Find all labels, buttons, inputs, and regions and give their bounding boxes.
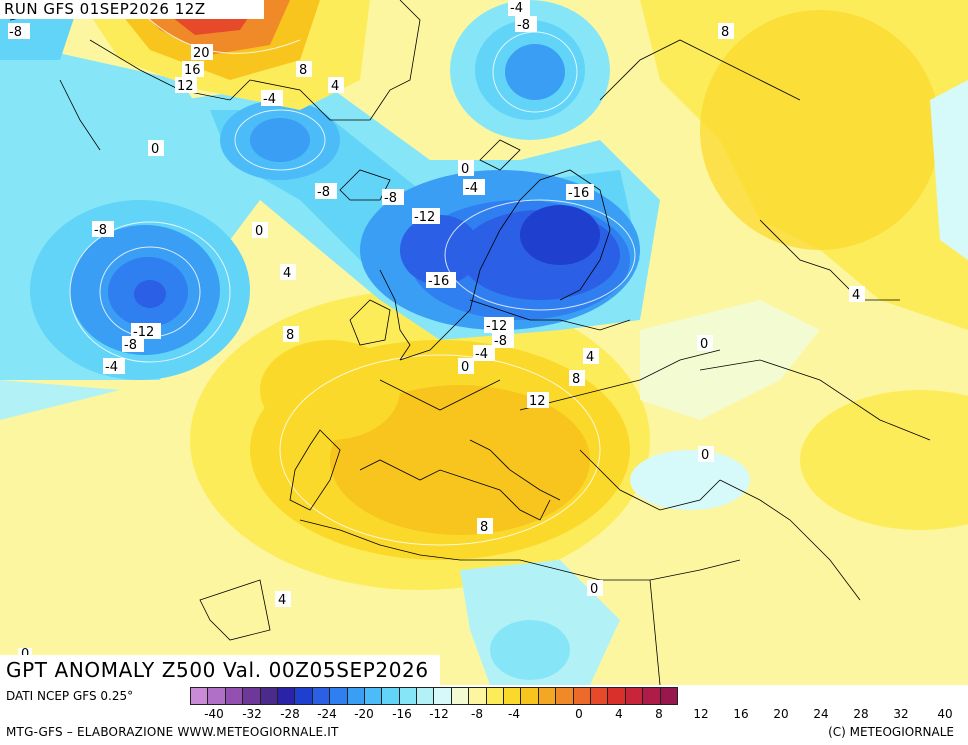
data-source-label: DATI NCEP GFS 0.25°	[6, 689, 134, 703]
scale-swatch	[294, 687, 313, 705]
scale-tick-label: -24	[317, 707, 337, 721]
contour-label: -8	[517, 18, 530, 33]
scale-swatch	[416, 687, 435, 705]
scale-swatch	[346, 687, 365, 705]
color-scale-ticks: -40 -32 -28 -24 -20 -16 -12 -8 -4 0 4 8 12 16 20 24 28 32…	[190, 707, 968, 723]
contour-label: 8	[721, 25, 729, 40]
scale-tick-label: 0	[575, 707, 583, 721]
contour-label: -16	[568, 186, 589, 201]
scale-tick-label: -4	[508, 707, 520, 721]
credits-right: (C) METEOGIORNALE	[828, 725, 954, 739]
scale-swatch	[537, 687, 557, 705]
scale-swatch	[607, 687, 626, 705]
scale-swatch	[242, 687, 261, 705]
scale-tick-label: 8	[655, 707, 663, 721]
scale-tick-label: -20	[354, 707, 374, 721]
contour-label: -8	[384, 191, 397, 206]
contour-label: 0	[701, 448, 709, 463]
scale-swatch	[259, 687, 278, 705]
run-title: RUN GFS 01SEP2026 12Z	[0, 0, 264, 19]
contour-label: 4	[283, 266, 291, 281]
contour-label: 0	[461, 360, 469, 375]
scale-tick-label: -28	[280, 707, 300, 721]
scale-tick-label: 32	[893, 707, 909, 721]
contour-label: -4	[465, 181, 478, 196]
scale-swatch	[276, 687, 296, 705]
scale-swatch	[224, 687, 244, 705]
contour-label: 0	[590, 582, 598, 597]
scale-swatch	[520, 687, 539, 705]
scale-tick-label: 12	[693, 707, 709, 721]
credits-left: MTG-GFS – ELABORAZIONE WWW.METEOGIORNALE…	[6, 725, 339, 739]
scale-tick-label: 28	[853, 707, 869, 721]
contour-label: 12	[177, 79, 194, 94]
contour-label: 4	[852, 288, 860, 303]
scale-swatch	[381, 687, 400, 705]
contour-label: -4	[105, 360, 118, 375]
contour-label: -8	[9, 25, 22, 40]
contour-label: -8	[317, 185, 330, 200]
scale-tick-label: 40	[937, 707, 953, 721]
color-scale-bar	[190, 687, 678, 705]
contour-label: -8	[124, 338, 137, 353]
contour-label: 4	[278, 593, 286, 608]
contour-label: 20	[193, 46, 210, 61]
contour-label: 8	[286, 328, 294, 343]
contour-label: -4	[263, 92, 276, 107]
scale-swatch	[363, 687, 383, 705]
contour-label: -12	[414, 210, 435, 225]
contour-label: 8	[299, 63, 307, 78]
scale-tick-label: -32	[242, 707, 262, 721]
contour-label: 12	[529, 394, 546, 409]
anomaly-map: -8 20 16 12 8 4 -4 -8 8 -4 0 0 -4 -8 -8 …	[0, 0, 968, 685]
scale-swatch	[642, 687, 661, 705]
scale-swatch	[433, 687, 452, 705]
contour-label: 0	[255, 224, 263, 239]
scale-tick-label: 4	[615, 707, 623, 721]
contour-label: 8	[572, 372, 580, 387]
scale-swatch	[450, 687, 470, 705]
contour-label: 0	[151, 142, 159, 157]
scale-swatch	[468, 687, 487, 705]
scale-swatch	[398, 687, 418, 705]
scale-swatch	[485, 687, 505, 705]
scale-swatch	[555, 687, 574, 705]
contour-label: -4	[475, 347, 488, 362]
scale-swatch	[190, 687, 209, 705]
contour-label: -8	[494, 334, 507, 349]
scale-tick-label: -40	[204, 707, 224, 721]
contour-label: 16	[184, 63, 201, 78]
contour-label: 8	[480, 520, 488, 535]
contour-label: 4	[586, 350, 594, 365]
contour-label: -16	[428, 274, 449, 289]
contour-label: 0	[700, 337, 708, 352]
scale-tick-label: -8	[471, 707, 483, 721]
scale-swatch	[329, 687, 348, 705]
scale-tick-label: 24	[813, 707, 829, 721]
map-title: GPT ANOMALY Z500 Val. 00Z05SEP2026	[0, 655, 440, 685]
scale-swatch	[207, 687, 226, 705]
contour-label: -12	[486, 319, 507, 334]
scale-tick-label: 20	[773, 707, 789, 721]
contour-label: 0	[21, 647, 29, 662]
scale-swatch	[589, 687, 609, 705]
scale-tick-label: -16	[392, 707, 412, 721]
scale-swatch	[659, 687, 678, 705]
contour-label: 4	[331, 79, 339, 94]
scale-swatch	[624, 687, 644, 705]
scale-swatch	[572, 687, 591, 705]
contour-label: 0	[461, 162, 469, 177]
scale-swatch	[311, 687, 331, 705]
contour-label: -8	[94, 223, 107, 238]
scale-tick-label: 16	[733, 707, 749, 721]
contour-label: -4	[510, 1, 523, 16]
scale-swatch	[503, 687, 522, 705]
scale-tick-label: -12	[429, 707, 449, 721]
